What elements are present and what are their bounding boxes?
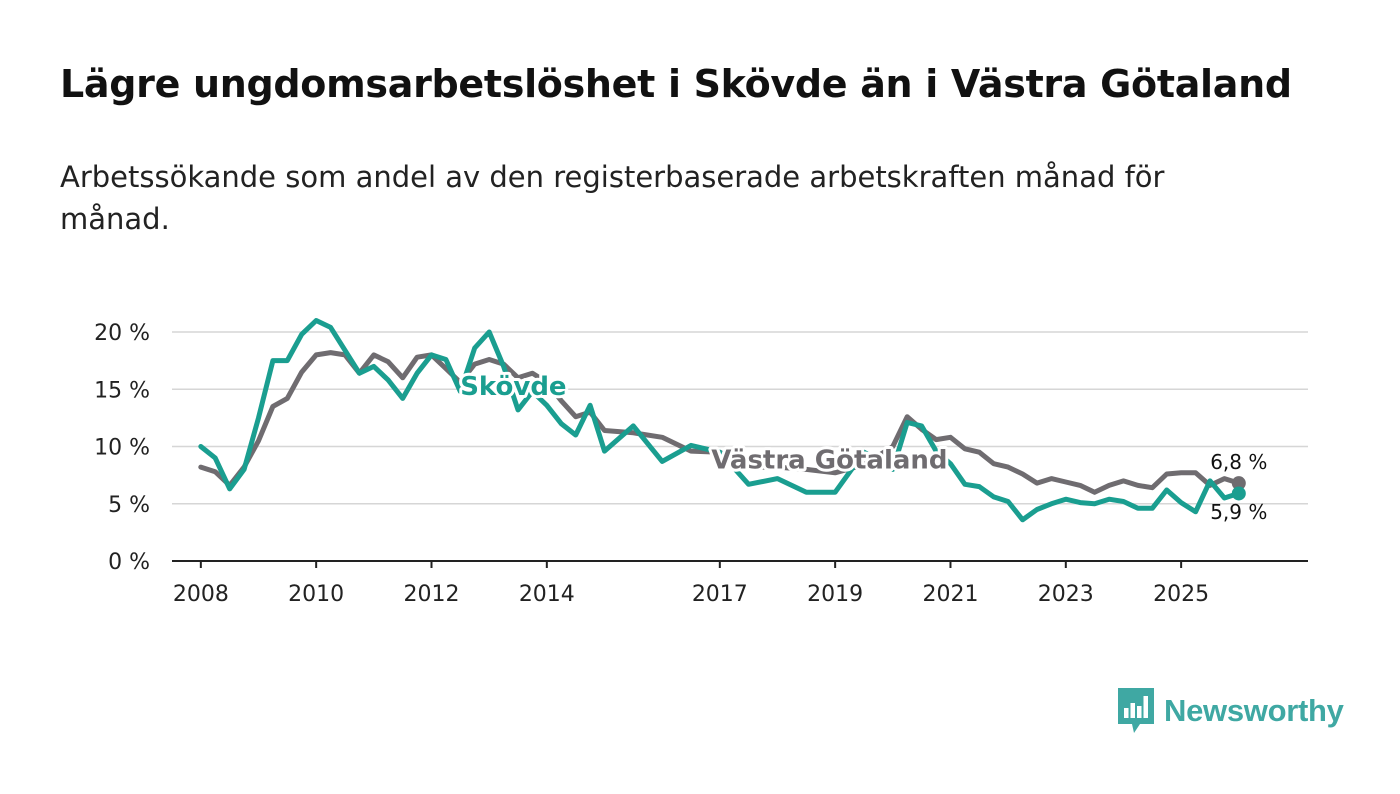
x-axis: 2008 2010 2012 2014 2017 2019 2021 2023 2025 [172, 560, 1308, 607]
x-tick-label: 2012 [403, 582, 459, 607]
x-tick-label: 2017 [692, 582, 748, 607]
newsworthy-logo-icon [1118, 688, 1154, 733]
end-point-sk-vde [1231, 486, 1246, 501]
y-tick-label: 20 % [94, 321, 150, 346]
x-tick-label: 2010 [288, 582, 344, 607]
series-label-sk-vde: Skövde [460, 372, 566, 402]
end-label-skovde: 5,9 % [1210, 500, 1267, 524]
chart-title: Lägre ungdomsarbetslöshet i Skövde än i … [60, 62, 1292, 106]
series-label-v-stra-g-taland: Västra Götaland [711, 445, 947, 475]
x-tick-label: 2025 [1153, 582, 1209, 607]
x-tick-label: 2008 [173, 582, 229, 607]
end-point-v-stra-g-taland [1231, 476, 1246, 491]
series-line-sk-vde [198, 318, 1242, 523]
newsworthy-brand-name: Newsworthy [1164, 693, 1344, 728]
series-labels: Västra Götaland Skövde 6,8 % 5,9 % [457, 369, 1267, 524]
y-tick-label: 5 % [108, 493, 150, 518]
x-tick-label: 2021 [922, 582, 978, 607]
y-tick-label: 15 % [94, 378, 150, 403]
chart-subtitle: Arbetssökande som andel av den registerb… [60, 160, 1165, 236]
y-axis-tick-labels: 0 % 5 % 10 % 15 % 20 % [94, 321, 150, 575]
series-lines [198, 318, 1246, 523]
x-tick-label: 2023 [1038, 582, 1094, 607]
y-tick-label: 0 % [108, 550, 150, 575]
x-tick-label: 2014 [519, 582, 575, 607]
gridlines [172, 331, 1308, 505]
x-tick-label: 2019 [807, 582, 863, 607]
y-tick-label: 10 % [94, 436, 150, 461]
newsworthy-logo: Newsworthy [1118, 688, 1344, 734]
end-label-vastra-gotaland: 6,8 % [1210, 450, 1267, 474]
